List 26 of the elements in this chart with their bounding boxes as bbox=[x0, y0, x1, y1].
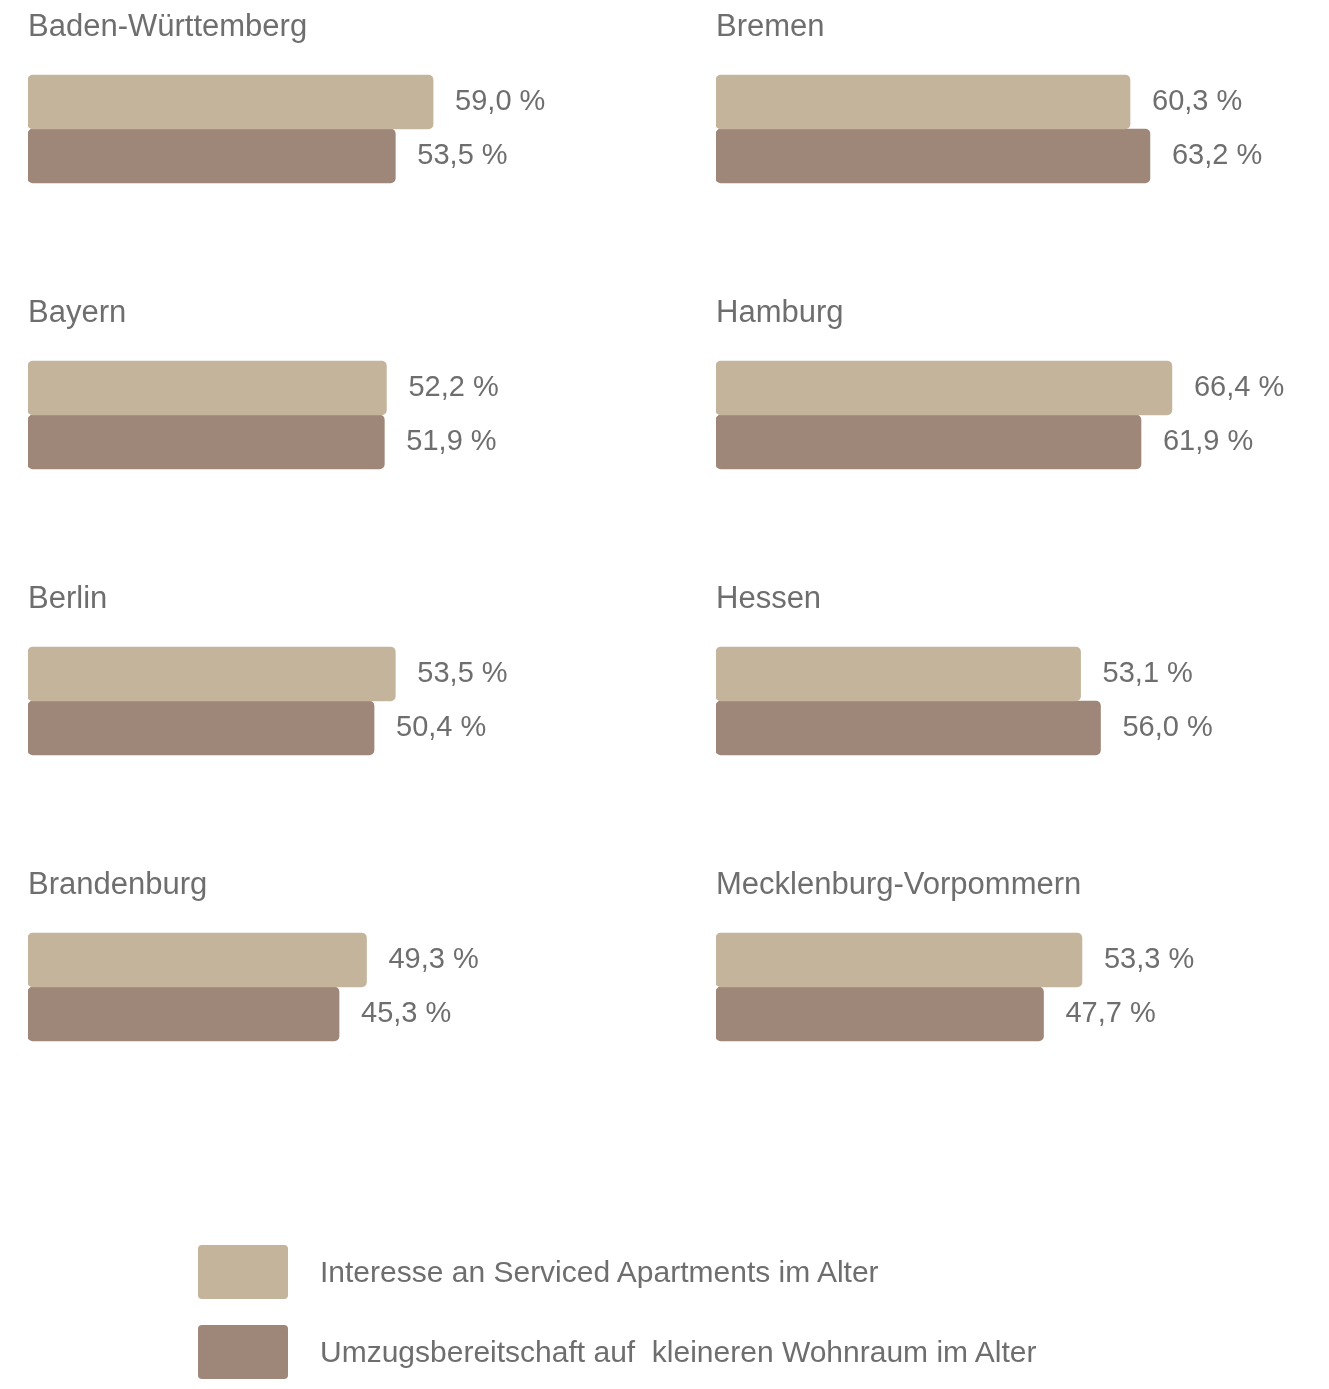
chart-title: Berlin bbox=[28, 580, 109, 617]
data-label: 61,9 % bbox=[1162, 424, 1254, 456]
chart-title: Hessen bbox=[716, 580, 823, 617]
legend-label: Umzugsbereitschaft auf kleineren Wohnraum im Alter bbox=[320, 1335, 1037, 1369]
data-label: 53,5 % bbox=[417, 138, 508, 170]
data-label: 53,3 % bbox=[1103, 942, 1195, 974]
data-label: 52,2 % bbox=[408, 370, 499, 402]
data-label: 53,1 % bbox=[1102, 656, 1193, 688]
data-label: 63,2 % bbox=[1171, 138, 1263, 170]
data-label: 60,3 % bbox=[1152, 84, 1243, 116]
data-label: 56,0 % bbox=[1122, 710, 1213, 742]
data-label: 45,3 % bbox=[361, 996, 452, 1028]
data-label: 47,7 % bbox=[1065, 996, 1156, 1028]
legend-label: Interesse an Serviced Apartments im Alter bbox=[320, 1255, 879, 1289]
data-label: 50,4 % bbox=[396, 710, 487, 742]
data-label: 59,0 % bbox=[455, 84, 546, 116]
chart-title: Bayern bbox=[28, 294, 128, 331]
data-label: 49,3 % bbox=[388, 942, 479, 974]
data-label: 53,5 % bbox=[417, 656, 508, 688]
chart-title: Bremen bbox=[716, 8, 826, 45]
chart-title: Brandenburg bbox=[28, 866, 209, 903]
chart-title: Hamburg bbox=[716, 294, 845, 331]
chart-title: Mecklenburg-Vorpommern bbox=[716, 866, 1083, 903]
data-label: 51,9 % bbox=[406, 424, 497, 456]
chart-title: Baden-Württemberg bbox=[28, 8, 309, 45]
data-label: 66,4 % bbox=[1193, 370, 1285, 402]
